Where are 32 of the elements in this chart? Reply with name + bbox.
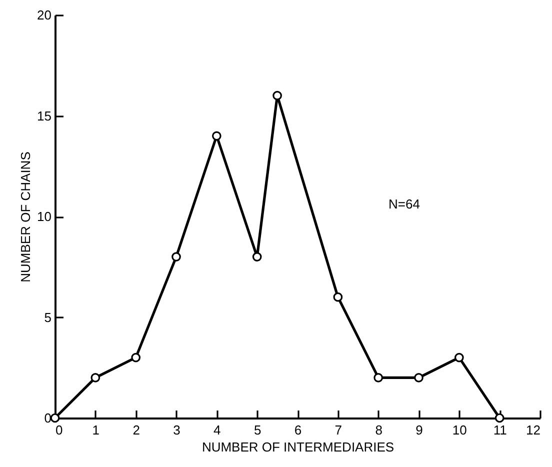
y-tick-label: 5 <box>44 310 52 325</box>
point <box>454 352 464 362</box>
y-tick-label: 10 <box>37 209 52 224</box>
point <box>494 413 504 423</box>
y-axis-title: NUMBER OF CHAINS <box>18 151 34 282</box>
x-tick-label: 2 <box>132 422 140 438</box>
x-axis-title: NUMBER OF INTERMEDIARIES <box>202 440 394 454</box>
point <box>414 373 424 382</box>
x-tick-label: 6 <box>294 422 302 438</box>
annotation: N=64 <box>388 196 420 212</box>
y-tick-label: 15 <box>37 108 52 124</box>
x-tick-label: 0 <box>56 422 63 438</box>
point <box>212 131 222 141</box>
point <box>50 413 60 423</box>
x-tick-label: 5 <box>254 422 262 438</box>
x-tick-label: 10 <box>452 422 467 438</box>
x-tick-label: 4 <box>214 422 221 438</box>
point <box>131 352 141 362</box>
x-tick-label: 7 <box>334 422 342 438</box>
x-tick-label: 1 <box>92 422 100 438</box>
x-tick-label: 9 <box>416 422 423 438</box>
x-tick-label: 3 <box>173 422 180 438</box>
point <box>374 373 384 382</box>
point <box>90 373 100 382</box>
point <box>252 252 262 262</box>
point <box>272 90 282 100</box>
point <box>172 252 181 262</box>
x-tick-label: 8 <box>375 422 382 438</box>
x-tick-label: 12 <box>526 422 540 438</box>
y-tick-label: 20 <box>37 8 52 22</box>
point <box>333 292 343 302</box>
x-tick-label: 11 <box>493 422 507 438</box>
